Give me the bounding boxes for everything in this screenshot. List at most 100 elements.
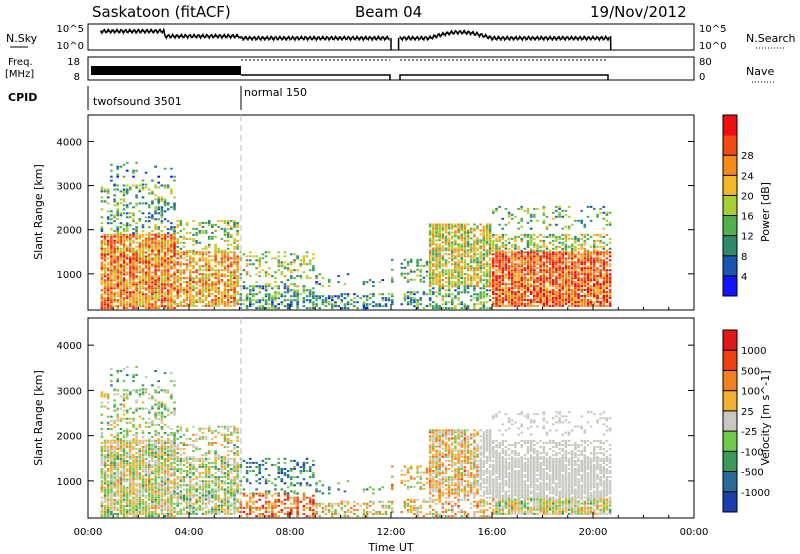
velocity-cell — [144, 466, 148, 469]
power-cell — [141, 283, 145, 286]
power-cell — [277, 303, 280, 306]
power-cell — [548, 223, 552, 226]
power-cell — [580, 257, 583, 260]
power-cell — [441, 241, 445, 244]
power-cell — [170, 243, 173, 246]
power-cell — [552, 235, 555, 238]
power-cell — [129, 239, 132, 242]
power-cell — [485, 273, 489, 276]
power-cell — [116, 263, 119, 266]
power-cell — [192, 243, 195, 246]
power-cell — [599, 271, 602, 274]
power-cell — [602, 259, 606, 262]
power-cell — [495, 249, 498, 252]
power-cell — [514, 235, 517, 238]
power-cell — [514, 269, 517, 272]
power-cell — [599, 287, 602, 290]
power-cell — [441, 297, 445, 300]
power-cell — [100, 305, 104, 308]
power-cell — [198, 241, 202, 244]
velocity-cell — [141, 480, 145, 483]
power-cell — [214, 302, 217, 305]
velocity-cell — [132, 389, 135, 392]
power-cell — [283, 295, 287, 298]
power-cell — [308, 299, 312, 302]
power-cell — [574, 295, 577, 297]
power-cell — [249, 293, 252, 296]
power-cell — [536, 263, 539, 266]
power-cell — [129, 277, 132, 280]
power-cell — [308, 307, 312, 310]
power-cell — [561, 304, 564, 307]
power-cell — [564, 257, 568, 260]
power-cell — [226, 281, 230, 284]
power-cell — [570, 285, 574, 288]
power-cell — [182, 291, 186, 293]
power-cell — [277, 307, 280, 310]
power-cell — [125, 249, 129, 252]
power-cell — [558, 257, 561, 260]
power-cell — [432, 255, 435, 258]
power-cell — [100, 230, 104, 233]
power-cell — [507, 255, 511, 258]
power-cell — [552, 273, 555, 276]
velocity-cell — [119, 403, 123, 406]
power-cell — [103, 241, 107, 244]
power-cell — [517, 271, 520, 274]
power-cell — [324, 297, 328, 300]
power-cell — [552, 293, 555, 295]
power-cell — [422, 280, 426, 283]
velocity-cell — [129, 474, 132, 477]
velocity-cell — [113, 419, 116, 422]
power-cell — [567, 299, 571, 301]
power-cell — [195, 269, 198, 272]
velocity-cell — [157, 460, 160, 463]
power-cell — [533, 269, 536, 272]
velocity-cell — [163, 494, 167, 497]
power-cell — [526, 209, 530, 212]
power-cell — [435, 281, 438, 284]
power-cell — [451, 297, 454, 300]
power-cell — [116, 261, 119, 264]
power-cell — [116, 269, 119, 272]
velocity-cell — [122, 439, 126, 442]
velocity-cell — [157, 470, 160, 473]
velocity-cell — [157, 454, 160, 456]
power-cell — [201, 257, 205, 260]
power-cell — [593, 277, 596, 280]
power-cell — [438, 253, 441, 256]
power-cell — [170, 237, 173, 240]
power-cell — [492, 271, 495, 274]
power-cell — [605, 277, 609, 280]
power-cell — [447, 261, 451, 264]
power-cell — [192, 295, 195, 297]
power-cell — [422, 293, 426, 296]
power-cell — [274, 257, 277, 260]
power-cell — [154, 226, 157, 229]
power-cell — [324, 299, 328, 302]
power-cell — [406, 291, 410, 294]
power-cell — [428, 253, 432, 256]
power-cell — [163, 273, 167, 276]
power-cell — [192, 233, 195, 236]
power-cell — [476, 227, 479, 230]
power-cell — [580, 263, 583, 266]
power-cell — [567, 205, 571, 208]
power-cell — [179, 273, 183, 276]
power-cell — [157, 283, 160, 286]
power-cell — [274, 281, 277, 284]
velocity-cell — [122, 445, 126, 448]
power-cell — [555, 283, 558, 286]
power-cell — [217, 299, 220, 301]
power-cell — [201, 301, 205, 303]
power-cell — [192, 301, 195, 303]
velocity-cell — [100, 421, 104, 424]
power-cell — [577, 265, 580, 268]
power-cell — [589, 273, 593, 276]
power-cell — [605, 243, 609, 246]
power-cell — [482, 273, 486, 276]
power-cell — [122, 279, 126, 282]
power-cell — [602, 281, 606, 284]
power-cell — [157, 251, 160, 254]
power-cell — [132, 293, 135, 296]
